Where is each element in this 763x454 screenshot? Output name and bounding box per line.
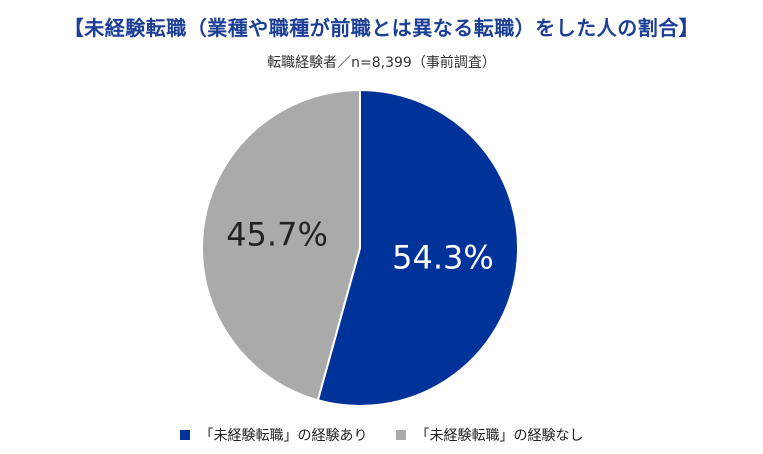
pie-label-with-experience: 54.3% — [392, 238, 494, 276]
legend: 「未経験転職」の経験あり 「未経験転職」の経験なし — [0, 425, 763, 445]
chart-subtitle: 転職経験者／n=8,399（事前調査） — [267, 55, 496, 71]
legend-item-without-experience: 「未経験転職」の経験なし — [395, 425, 584, 445]
legend-label-without-experience: 「未経験転職」の経験なし — [415, 428, 584, 444]
pie-label-without-experience: 45.7% — [226, 216, 328, 254]
legend-item-with-experience: 「未経験転職」の経験あり — [179, 425, 368, 445]
legend-swatch-without-experience — [395, 430, 406, 440]
pie-slice-with-experience — [316, 88, 519, 407]
legend-swatch-with-experience — [179, 430, 190, 440]
pie-slice-without-experience — [201, 88, 361, 402]
legend-label-with-experience: 「未経験転職」の経験あり — [199, 428, 368, 444]
chart-title: 【未経験転職（業種や職種が前職とは異なる転職）をした人の割合】 — [63, 16, 700, 40]
